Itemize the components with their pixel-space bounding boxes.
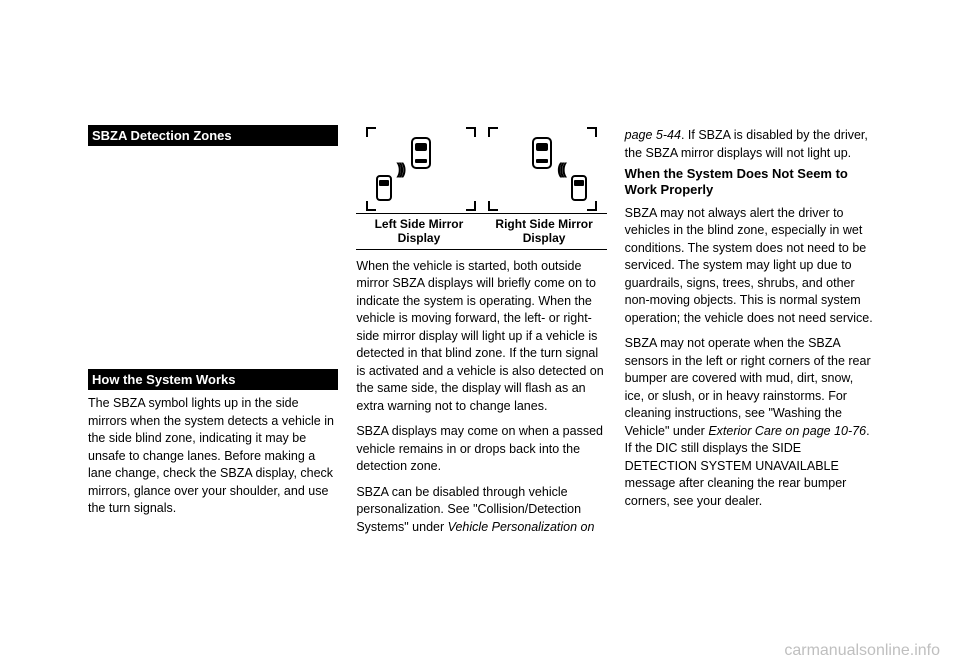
watermark: carmanualsonline.info — [784, 642, 940, 660]
manual-page: SBZA Detection Zones How the System Work… — [0, 0, 960, 578]
signal-waves-icon: ))) — [396, 161, 403, 179]
car-icon — [571, 175, 587, 201]
left-mirror-diagram: ))) — [360, 125, 481, 213]
detection-zone-diagram — [88, 149, 338, 369]
column-1: SBZA Detection Zones How the System Work… — [88, 125, 338, 538]
diagram-caption-row: Left Side Mirror Display Right Side Mirr… — [356, 213, 606, 250]
paragraph: When the vehicle is started, both outsid… — [356, 256, 606, 418]
mirror-diagram: ))) ))) — [356, 125, 606, 213]
right-mirror-diagram: ))) — [482, 125, 603, 213]
paragraph: The SBZA symbol lights up in the side mi… — [88, 393, 338, 520]
text-run-italic: page 5-44 — [625, 128, 681, 142]
text-run: SBZA may not operate when the SBZA senso… — [625, 336, 871, 438]
caption-right: Right Side Mirror Display — [482, 214, 607, 249]
paragraph: SBZA displays may come on when a passed … — [356, 421, 606, 478]
paragraph: SBZA may not always alert the driver to … — [625, 203, 875, 330]
header-how-system-works: How the System Works — [88, 369, 338, 390]
paragraph: SBZA may not operate when the SBZA senso… — [625, 333, 875, 512]
paragraph: page 5-44. If SBZA is disabled by the dr… — [625, 125, 875, 164]
text-run-italic: Vehicle Personalization on — [448, 520, 595, 534]
text-run-italic: Exterior Care on page 10-76 — [708, 424, 866, 438]
signal-waves-icon: ))) — [560, 161, 567, 179]
paragraph: SBZA can be disabled through vehicle per… — [356, 482, 606, 539]
header-system-not-working: When the System Does Not Seem to Work Pr… — [625, 164, 875, 203]
column-3: page 5-44. If SBZA is disabled by the dr… — [625, 125, 875, 538]
car-icon — [411, 137, 431, 169]
header-detection-zones: SBZA Detection Zones — [88, 125, 338, 146]
car-icon — [532, 137, 552, 169]
column-2: ))) ))) Left Side Mirror Display Right S… — [356, 125, 606, 538]
car-icon — [376, 175, 392, 201]
caption-left: Left Side Mirror Display — [356, 214, 481, 249]
